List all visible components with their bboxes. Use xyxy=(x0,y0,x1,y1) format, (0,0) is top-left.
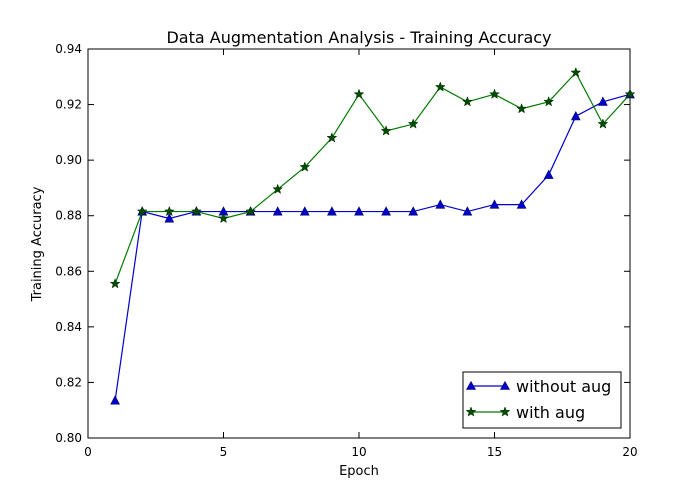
data-point-with-aug xyxy=(489,88,500,99)
data-point-without-aug xyxy=(543,169,554,179)
data-point-with-aug xyxy=(461,96,473,107)
data-point-with-aug xyxy=(353,88,365,99)
legend-entry-without-aug: without aug xyxy=(465,377,611,396)
data-point-without-aug xyxy=(110,395,120,405)
data-point-without-aug xyxy=(598,96,608,106)
data-point-with-aug xyxy=(136,205,148,217)
data-point-with-aug xyxy=(434,81,446,92)
data-point-with-aug xyxy=(326,132,338,143)
data-point-with-aug xyxy=(163,205,175,217)
y-axis-label: Training Accuracy xyxy=(30,186,45,302)
data-point-with-aug xyxy=(597,118,609,129)
data-point-with-aug xyxy=(624,88,636,99)
y-tick-label: 0.90 xyxy=(55,153,82,167)
x-tick-label: 0 xyxy=(84,445,92,459)
legend-label-without-aug: without aug xyxy=(516,377,611,396)
legend-entry-with-aug: with aug xyxy=(465,403,585,422)
x-tick-label: 10 xyxy=(351,445,366,459)
data-point-with-aug xyxy=(109,278,121,289)
data-point-without-aug xyxy=(516,199,527,209)
x-axis-label: Epoch xyxy=(339,464,379,479)
data-point-without-aug xyxy=(435,199,446,209)
data-point-with-aug xyxy=(407,118,419,129)
y-tick-label: 0.92 xyxy=(55,98,82,112)
series-layer xyxy=(109,66,636,405)
y-tick-label: 0.82 xyxy=(55,375,82,389)
data-point-without-aug xyxy=(354,206,364,216)
legend-marker-without-aug xyxy=(499,380,511,390)
y-tick-label: 0.80 xyxy=(55,431,82,445)
legend-marker-without-aug xyxy=(465,380,477,390)
plot-area: 0 5 10 15 20 0.80 0.82 0.84 0.86 0.88 0.90 0.92 0.94 xyxy=(55,42,637,459)
data-point-with-aug xyxy=(190,205,202,217)
legend-marker-with-aug xyxy=(465,406,477,417)
series-line-without-aug xyxy=(114,93,631,401)
legend-marker-with-aug xyxy=(499,406,511,417)
legend: without aug with aug xyxy=(462,371,622,429)
data-point-with-aug xyxy=(299,161,311,172)
data-point-without-aug xyxy=(570,110,581,121)
data-point-without-aug xyxy=(462,206,473,216)
legend-box xyxy=(462,371,622,429)
data-point-with-aug xyxy=(380,125,392,136)
data-point-with-aug xyxy=(543,96,555,107)
legend-label-with-aug: with aug xyxy=(516,403,585,422)
x-tick-label: 5 xyxy=(220,445,228,459)
x-tick-label: 15 xyxy=(487,445,502,459)
series-line-with-aug xyxy=(114,71,631,285)
data-point-without-aug xyxy=(327,206,337,216)
x-tick-label: 20 xyxy=(622,445,637,459)
data-point-without-aug xyxy=(299,206,310,216)
data-point-without-aug xyxy=(381,206,391,216)
data-point-with-aug xyxy=(570,66,582,78)
y-tick-label: 0.86 xyxy=(55,264,82,278)
data-point-without-aug xyxy=(489,199,500,209)
data-point-with-aug xyxy=(245,205,257,217)
data-point-without-aug xyxy=(272,206,283,216)
y-tick-label: 0.84 xyxy=(55,320,82,334)
data-point-without-aug xyxy=(408,206,419,216)
y-tick-label: 0.88 xyxy=(55,209,82,223)
data-point-with-aug xyxy=(218,212,229,224)
y-tick-label: 0.94 xyxy=(55,42,82,56)
data-point-with-aug xyxy=(272,183,284,194)
data-point-with-aug xyxy=(516,103,528,114)
ticks-layer: 0 5 10 15 20 0.80 0.82 0.84 0.86 0.88 0.90 0.92 0.94 xyxy=(55,42,637,459)
chart-title: Data Augmentation Analysis - Training Ac… xyxy=(166,28,551,47)
data-point-without-aug xyxy=(164,213,175,223)
